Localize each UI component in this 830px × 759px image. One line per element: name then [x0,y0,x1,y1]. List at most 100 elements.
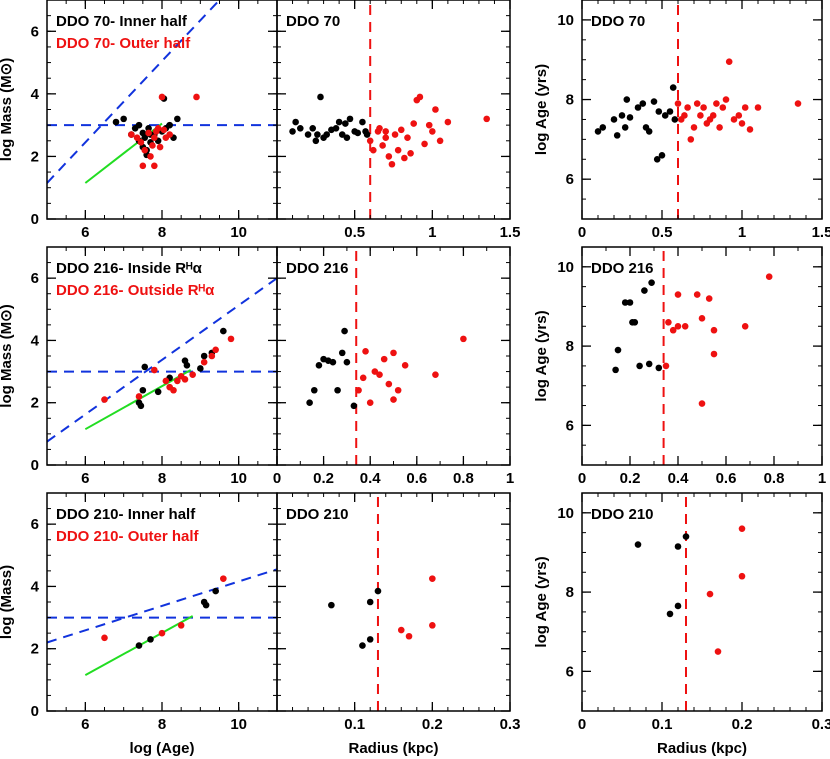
data-point-outer [139,162,147,170]
data-point-inner [650,98,658,105]
data-point-inner [289,128,296,135]
data-point-inner [304,131,312,138]
data-point-inner [614,346,622,354]
data-point-outer [227,335,235,343]
data-point-outer [101,634,108,642]
data-point-outer [382,134,390,141]
x-tick-label: 1 [506,470,514,487]
x-tick-label: 0.2 [732,716,753,733]
data-point-outer [716,124,723,131]
x-tick-label: 0.1 [652,716,673,733]
data-point-inner [342,120,349,127]
data-point-inner [314,131,321,138]
data-point-inner [135,642,143,649]
data-point-outer [212,346,219,354]
data-point-outer [405,632,413,640]
y-tick-label: 0 [31,211,39,228]
data-point-outer [391,131,399,138]
x-tick-label: 0 [578,716,586,733]
reference-line-1 [47,0,221,184]
y-tick-label: 8 [566,584,574,601]
data-point-outer [151,134,158,141]
x-tick-label: 0.5 [344,224,365,241]
data-point-inner [634,541,642,548]
x-tick-label: 0.8 [453,470,474,487]
data-point-outer [421,140,428,148]
data-point-outer [710,326,718,334]
x-tick-label: 10 [230,716,247,733]
data-point-inner [120,115,127,123]
data-point-inner [636,362,643,370]
data-point-inner [323,131,331,138]
data-point-outer [483,115,491,123]
panel-label-inner: DDO 70- Inner half [56,13,188,30]
x-tick-label: 6 [81,716,89,733]
data-point-outer [665,319,672,326]
x-tick-label: 0.3 [812,716,830,733]
y-axis-title: log Mass (M⊙) [0,58,15,161]
data-point-outer [174,377,181,385]
x-axis-title: log (Age) [130,740,195,757]
data-point-outer [379,142,386,149]
panel-label-inner: DDO 216 [591,260,654,277]
plot-frame [46,246,278,466]
x-tick-label: 0.2 [620,470,641,487]
data-point-inner [618,112,626,119]
plot-frame [276,0,511,220]
data-point-outer [401,362,409,369]
data-point-outer [436,137,444,145]
data-point-inner [366,598,374,606]
data-point-outer [366,399,374,407]
panel-label-inner: DDO 210 [286,506,349,523]
data-point-outer [390,396,397,403]
data-point-outer [674,100,682,107]
data-point-inner [354,129,362,137]
y-axis-title: log Age (yrs) [533,556,550,647]
data-point-outer [177,622,185,629]
data-point-inner [363,131,371,138]
data-point-outer [705,295,713,302]
data-point-outer [681,112,688,119]
x-tick-label: 0.1 [344,716,365,733]
x-tick-label: 1 [738,224,746,241]
data-point-outer [425,121,433,129]
panel-p5: 0 0.2 0.4 0.6 0.8 1 DDO 216 [273,246,514,487]
data-point-inner [366,636,374,643]
y-axis-title: log Mass (M⊙) [0,304,15,407]
data-point-outer [738,572,746,580]
data-point-outer [181,376,189,383]
data-point-inner [147,636,154,643]
data-point-inner [137,402,145,410]
data-point-inner [202,601,210,609]
plot-frame [276,492,511,712]
data-point-outer [746,126,754,133]
data-point-inner [641,287,648,294]
data-point-outer [765,273,773,281]
data-point-outer [741,322,749,330]
data-point-outer [362,348,369,355]
data-point-outer [416,93,424,101]
data-point-outer [149,142,156,149]
data-point-inner [338,349,346,357]
data-point-inner [653,155,661,163]
data-point-outer [684,104,691,111]
reference-line-1 [47,568,277,644]
data-point-inner [309,124,317,132]
y-axis-title: log Age (yrs) [533,310,550,401]
data-point-inner [626,299,634,306]
y-tick-label: 6 [566,663,574,680]
y-tick-label: 10 [557,259,574,276]
x-axis-title: Radius (kpc) [657,740,747,757]
x-tick-label: 1.5 [500,224,521,241]
data-point-outer [200,358,208,366]
y-tick-label: 8 [566,92,574,109]
data-point-outer [388,160,396,168]
data-point-outer [738,120,746,127]
data-point-inner [329,358,337,366]
data-point-inner [655,108,663,115]
panel-label-inner: DDO 216- Inside Rᴴα [56,260,203,277]
data-point-outer [382,128,390,135]
data-point-outer [376,371,383,378]
data-point-outer [697,112,704,119]
